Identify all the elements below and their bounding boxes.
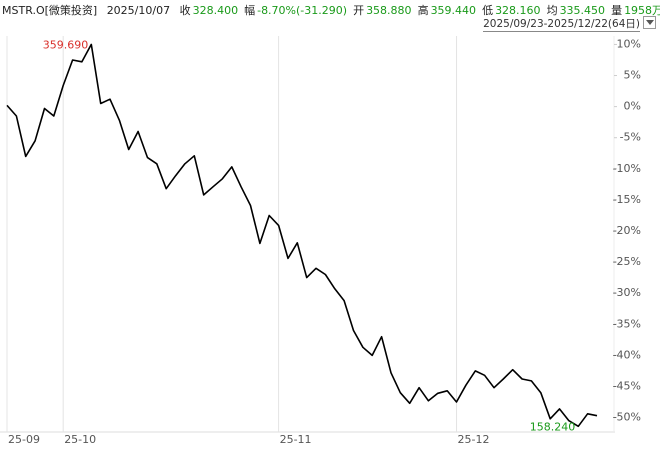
field-label: 均: [546, 4, 558, 17]
field-value: 1958万: [624, 4, 660, 17]
y-tick-label: -30%: [613, 286, 641, 299]
field-value: 335.450: [559, 4, 606, 17]
y-tick-label: -20%: [613, 224, 641, 237]
field-value: 328.400: [192, 4, 239, 17]
field-label: 幅: [244, 4, 256, 17]
price-line: [6, 43, 598, 428]
field-label: 高: [417, 4, 429, 17]
field-label: 收: [179, 4, 191, 17]
y-tick-label: 10%: [617, 37, 641, 50]
field-value: 328.160: [495, 4, 541, 17]
x-tick-label: 25-11: [280, 433, 312, 446]
y-tick-label: -25%: [613, 255, 641, 268]
max-label: 359.690: [43, 38, 89, 51]
symbol: MSTR.O[微策投资]: [2, 4, 98, 17]
min-label: 158.240: [530, 420, 576, 433]
date-range[interactable]: 2025/09/23-2025/12/22(64日): [483, 18, 640, 32]
y-tick-label: 5%: [624, 69, 641, 82]
range-dropdown[interactable]: [643, 16, 656, 29]
y-tick-label: -45%: [613, 379, 641, 392]
y-tick-label: -10%: [613, 162, 641, 175]
field-value: 359.440: [430, 4, 477, 17]
y-tick-label: -5%: [620, 131, 641, 144]
x-tick-label: 25-12: [458, 433, 490, 446]
y-tick-label: -35%: [613, 317, 641, 330]
header: MSTR.O[微策投资] 2025/10/07 收 328.400 幅 -8.70%(…: [0, 0, 660, 32]
field-value: -8.70%(-31.290): [257, 4, 348, 17]
field-label: 低: [482, 4, 494, 17]
quote-row: MSTR.O[微策投资] 2025/10/07 收 328.400 幅 -8.70%(…: [2, 2, 660, 18]
y-tick-label: -15%: [613, 193, 641, 206]
field-value: 358.880: [366, 4, 412, 17]
y-tick-label: -40%: [613, 348, 641, 361]
y-tick-label: -50%: [613, 411, 641, 424]
date: 2025/10/07: [106, 4, 171, 17]
field-label: 开: [353, 4, 365, 17]
x-tick-label: 25-09: [8, 433, 40, 446]
x-tick-label: 25-10: [64, 433, 96, 446]
y-tick-label: 0%: [624, 100, 641, 113]
field-label: 量: [611, 4, 623, 17]
